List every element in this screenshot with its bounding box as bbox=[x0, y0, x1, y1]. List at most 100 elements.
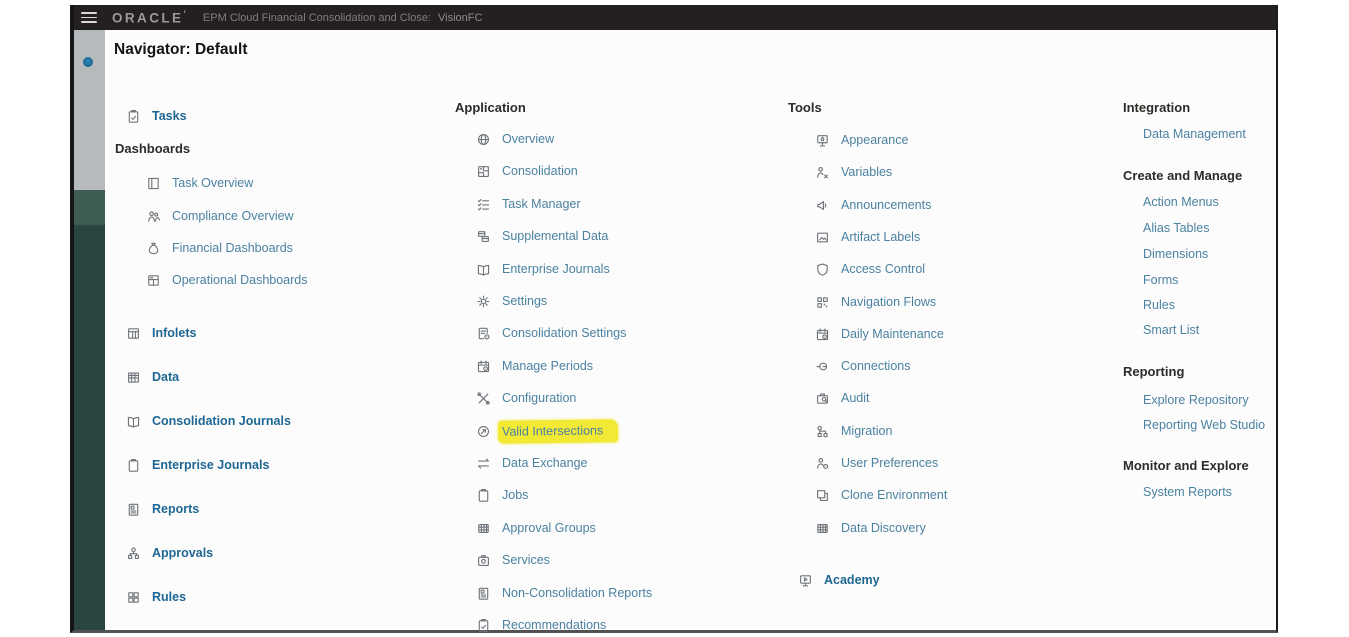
nav-item-data-management[interactable]: Data Management bbox=[1143, 125, 1246, 143]
nav-item-label: Services bbox=[502, 553, 550, 567]
clipboard-icon bbox=[475, 487, 491, 503]
nav-item-consolidation-journals[interactable]: Consolidation Journals bbox=[125, 411, 291, 431]
nav-item-announcements[interactable]: Announcements bbox=[814, 195, 931, 215]
appearance-monitor-icon bbox=[814, 132, 830, 148]
section-header-monitor-and-explore: Monitor and Explore bbox=[1123, 458, 1249, 473]
nav-item-compliance-overview[interactable]: Compliance Overview bbox=[145, 206, 294, 226]
nav-item-jobs[interactable]: Jobs bbox=[475, 485, 528, 505]
tasks-clipboard-icon bbox=[125, 108, 141, 124]
hamburger-icon[interactable] bbox=[81, 12, 97, 23]
nav-item-data-exchange[interactable]: Data Exchange bbox=[475, 453, 587, 473]
oracle-logo: ORACLE bbox=[112, 9, 186, 26]
nav-item-label: Task Manager bbox=[502, 197, 581, 211]
nav-item-audit[interactable]: Audit bbox=[814, 388, 870, 408]
swap-arrows-icon bbox=[475, 455, 491, 471]
nav-item-label: Explore Repository bbox=[1143, 393, 1249, 407]
checklist-icon bbox=[475, 196, 491, 212]
nav-item-label: Settings bbox=[502, 294, 548, 308]
nav-item-variables[interactable]: Variables bbox=[814, 162, 892, 182]
nav-item-enterprise-journals[interactable]: Enterprise Journals bbox=[125, 455, 269, 475]
nav-item-label: Jobs bbox=[502, 488, 529, 502]
nav-item-data[interactable]: Data bbox=[125, 367, 179, 387]
nav-item-appearance[interactable]: Appearance bbox=[814, 130, 908, 150]
infolets-icon bbox=[125, 325, 141, 341]
nav-item-consolidation[interactable]: Consolidation bbox=[475, 161, 578, 181]
nav-item-reports[interactable]: Reports bbox=[125, 499, 199, 519]
nav-item-rules[interactable]: Rules bbox=[1143, 296, 1175, 314]
nav-item-label: Data bbox=[152, 370, 180, 384]
data-table-icon bbox=[125, 369, 141, 385]
nav-item-supplemental-data[interactable]: Supplemental Data bbox=[475, 226, 608, 246]
nav-item-operational-dashboards[interactable]: Operational Dashboards bbox=[145, 270, 308, 290]
nav-item-connections[interactable]: Connections bbox=[814, 356, 911, 376]
rules-grid-icon bbox=[125, 589, 141, 605]
nav-item-label: Compliance Overview bbox=[172, 209, 294, 223]
nav-item-label: Configuration bbox=[502, 391, 577, 405]
nav-item-data-discovery[interactable]: Data Discovery bbox=[814, 518, 926, 538]
nav-item-forms[interactable]: Forms bbox=[1143, 271, 1178, 289]
nav-item-label: Action Menus bbox=[1143, 195, 1219, 209]
academy-monitor-icon bbox=[797, 572, 813, 588]
compliance-people-icon bbox=[145, 208, 161, 224]
nav-item-artifact-labels[interactable]: Artifact Labels bbox=[814, 227, 920, 247]
nav-item-system-reports[interactable]: System Reports bbox=[1143, 483, 1232, 501]
nav-item-explore-repository[interactable]: Explore Repository bbox=[1143, 391, 1249, 409]
nav-item-user-preferences[interactable]: User Preferences bbox=[814, 453, 938, 473]
nav-item-label: Migration bbox=[841, 424, 893, 438]
nav-item-tasks[interactable]: Tasks bbox=[125, 106, 187, 126]
section-header-application: Application bbox=[455, 100, 526, 115]
nav-item-settings[interactable]: Settings bbox=[475, 291, 547, 311]
nav-item-label: Consolidation bbox=[502, 164, 578, 178]
nav-item-infolets[interactable]: Infolets bbox=[125, 323, 196, 343]
nav-item-access-control[interactable]: Access Control bbox=[814, 259, 925, 279]
variables-person-icon bbox=[814, 164, 830, 180]
nav-item-action-menus[interactable]: Action Menus bbox=[1143, 193, 1219, 211]
nav-item-label: Smart List bbox=[1143, 323, 1200, 337]
calendar-gear-icon bbox=[814, 326, 830, 342]
nav-item-task-manager[interactable]: Task Manager bbox=[475, 194, 581, 214]
nav-item-label: Reports bbox=[152, 502, 200, 516]
nav-item-financial-dashboards[interactable]: Financial Dashboards bbox=[145, 238, 293, 258]
nav-item-rules[interactable]: Rules bbox=[125, 587, 186, 607]
consolidation-icon bbox=[475, 163, 491, 179]
top-bar: ORACLE EPM Cloud Financial Consolidation… bbox=[74, 5, 1276, 30]
info-icon[interactable] bbox=[83, 57, 93, 67]
nav-item-label: Non-Consolidation Reports bbox=[502, 586, 653, 600]
nav-item-consolidation-settings[interactable]: Consolidation Settings bbox=[475, 323, 626, 343]
services-camera-icon bbox=[475, 552, 491, 568]
nav-item-reporting-web-studio[interactable]: Reporting Web Studio bbox=[1143, 416, 1265, 434]
nav-item-smart-list[interactable]: Smart List bbox=[1143, 321, 1199, 339]
nav-item-navigation-flows[interactable]: Navigation Flows bbox=[814, 292, 936, 312]
nav-item-academy[interactable]: Academy bbox=[797, 570, 880, 590]
nav-item-valid-intersections[interactable]: Valid Intersections bbox=[475, 418, 619, 444]
nav-item-label: Forms bbox=[1143, 273, 1179, 287]
nav-item-alias-tables[interactable]: Alias Tables bbox=[1143, 219, 1209, 237]
nav-item-services[interactable]: Services bbox=[475, 550, 550, 570]
nav-item-approval-groups[interactable]: Approval Groups bbox=[475, 518, 596, 538]
nav-item-approvals[interactable]: Approvals bbox=[125, 543, 213, 563]
artifact-label-icon bbox=[814, 229, 830, 245]
nav-item-label: Approval Groups bbox=[502, 521, 596, 535]
open-book-icon bbox=[475, 261, 491, 277]
nav-item-label: Supplemental Data bbox=[502, 229, 609, 243]
nav-item-enterprise-journals[interactable]: Enterprise Journals bbox=[475, 259, 610, 279]
nav-item-label: Appearance bbox=[841, 133, 909, 147]
nav-item-label: Data Exchange bbox=[502, 456, 588, 470]
section-header-create-and-manage: Create and Manage bbox=[1123, 168, 1243, 183]
nav-item-label: Academy bbox=[824, 573, 880, 587]
nav-item-daily-maintenance[interactable]: Daily Maintenance bbox=[814, 324, 944, 344]
migration-icon bbox=[814, 423, 830, 439]
report-doc-icon bbox=[125, 501, 141, 517]
doc-gear-icon bbox=[475, 325, 491, 341]
nav-item-non-consolidation-reports[interactable]: Non-Consolidation Reports bbox=[475, 583, 652, 603]
nav-item-clone-environment[interactable]: Clone Environment bbox=[814, 485, 947, 505]
nav-item-recommendations[interactable]: Recommendations bbox=[475, 615, 606, 635]
nav-item-manage-periods[interactable]: Manage Periods bbox=[475, 356, 593, 376]
nav-item-migration[interactable]: Migration bbox=[814, 421, 892, 441]
nav-item-dimensions[interactable]: Dimensions bbox=[1143, 245, 1208, 263]
nav-item-overview[interactable]: Overview bbox=[475, 129, 554, 149]
section-header-reporting: Reporting bbox=[1123, 364, 1185, 379]
audit-icon bbox=[814, 390, 830, 406]
nav-item-task-overview[interactable]: Task Overview bbox=[145, 173, 253, 193]
nav-item-configuration[interactable]: Configuration bbox=[475, 388, 576, 408]
